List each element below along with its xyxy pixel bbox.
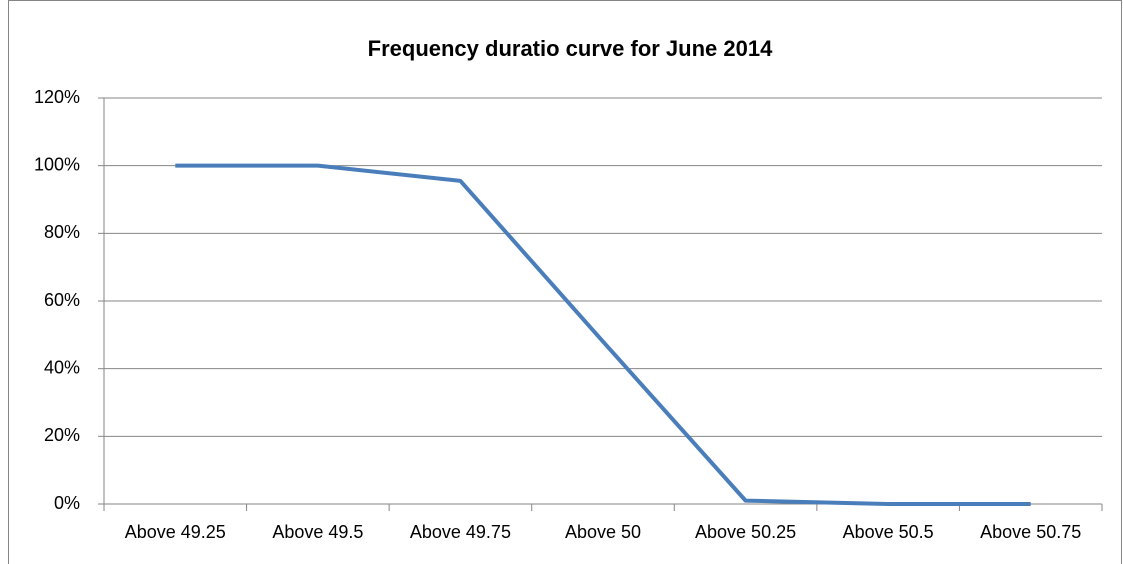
x-tick-label: Above 50.5: [843, 522, 934, 542]
chart-border: [8, 0, 1122, 564]
y-tick-label: 40%: [44, 357, 80, 377]
y-tick-label: 0%: [54, 493, 80, 513]
x-tick-label: Above 50.75: [980, 522, 1081, 542]
x-tick-label: Above 49.25: [125, 522, 226, 542]
y-tick-label: 100%: [34, 154, 80, 174]
y-tick-label: 120%: [34, 87, 80, 107]
y-tick-label: 20%: [44, 425, 80, 445]
chart-title: Frequency duratio curve for June 2014: [368, 36, 773, 61]
x-tick-label: Above 49.75: [410, 522, 511, 542]
y-tick-label: 60%: [44, 290, 80, 310]
x-tick-label: Above 50: [565, 522, 641, 542]
line: [175, 163, 1031, 506]
x-tick-label: Above 50.25: [695, 522, 796, 542]
y-tick-label: 80%: [44, 222, 80, 242]
x-tick-label: Above 49.5: [272, 522, 363, 542]
